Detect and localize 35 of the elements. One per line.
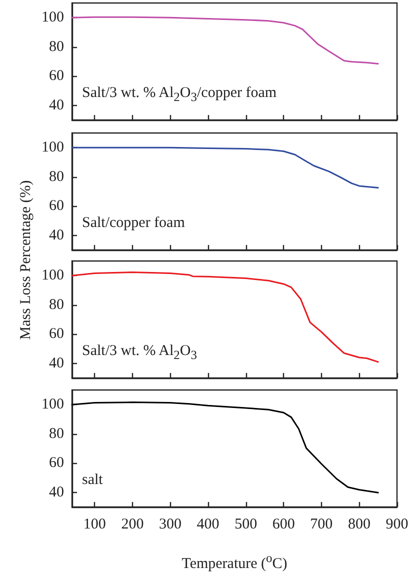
y-tick-label: 60 [49,68,64,84]
y-tick-label: 60 [49,198,64,214]
line-series [71,402,379,494]
annotation: Salt/copper foam [82,215,185,232]
x-tick-label: 400 [196,516,220,532]
line-series [71,272,379,363]
x-tick-label: 100 [83,516,106,532]
y-tick-label: 100 [42,140,64,156]
line-series [71,146,379,188]
y-tick-label: 100 [42,268,64,284]
x-tick-label: 200 [121,516,144,532]
y-tick-label: 40 [49,484,64,500]
y-tick-label: 40 [49,227,64,244]
x-tick-label: 800 [348,516,370,532]
y-tick-label: 100 [42,396,64,413]
annotation: Salt/3 wt. % Al$_{2}$O$_{3}$ [82,343,198,363]
annotation: salt [82,472,103,489]
x-tick-label: 300 [159,516,182,532]
x-tick-label: 900 [386,516,408,532]
y-tick-label: 80 [49,296,64,313]
y-tick-label: 40 [49,97,64,114]
x-tick-label: 700 [310,516,333,532]
y-tick-label: 80 [49,38,64,55]
y-tick-label: 40 [49,355,64,372]
line-series [71,16,379,64]
y-tick-label: 100 [42,10,64,26]
annotation: Salt/3 wt. % Al$_{2}$O$_{3}$/copper foam [82,85,277,105]
x-tick-label: 500 [234,516,258,532]
y-axis-title: Mass Loss Percentage (%) [18,180,35,340]
y-tick-label: 80 [49,426,64,442]
x-tick-label: 600 [272,516,295,532]
y-tick-label: 80 [49,168,64,185]
y-tick-label: 60 [49,326,64,342]
y-tick-label: 60 [49,455,64,472]
x-axis-title: Temperature ($^{o}$C) [180,551,288,573]
